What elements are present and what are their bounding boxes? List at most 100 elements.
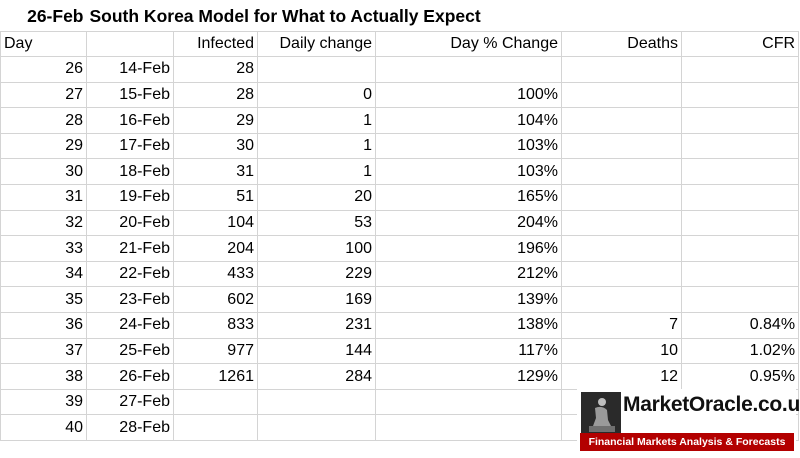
infected-cell[interactable] bbox=[173, 388, 258, 416]
daily-change-cell[interactable]: 1 bbox=[257, 132, 376, 160]
day-cell[interactable]: 28 bbox=[0, 107, 87, 134]
day-cell[interactable]: 33 bbox=[0, 235, 87, 262]
infected-cell[interactable]: 30 bbox=[173, 132, 258, 160]
day-cell[interactable]: 36 bbox=[0, 312, 87, 339]
day-cell[interactable]: 32 bbox=[0, 209, 87, 237]
header-infected[interactable]: Infected bbox=[173, 30, 258, 58]
date-cell[interactable]: 20-Feb bbox=[86, 209, 174, 237]
daily-change-cell[interactable]: 169 bbox=[257, 286, 376, 314]
date-cell[interactable]: 22-Feb bbox=[86, 260, 174, 288]
deaths-cell[interactable] bbox=[561, 132, 682, 160]
date-cell[interactable]: 28-Feb bbox=[86, 414, 174, 441]
date-cell[interactable]: 15-Feb bbox=[86, 81, 174, 109]
header-cfr[interactable]: CFR bbox=[680, 30, 800, 58]
day-pct-change-cell[interactable]: 117% bbox=[375, 337, 562, 365]
day-cell[interactable]: 38 bbox=[0, 363, 87, 390]
cfr-cell[interactable] bbox=[680, 132, 800, 160]
infected-cell[interactable]: 602 bbox=[173, 286, 258, 314]
date-cell[interactable]: 24-Feb bbox=[86, 312, 174, 339]
daily-change-cell[interactable]: 0 bbox=[257, 81, 376, 109]
day-cell[interactable]: 26 bbox=[0, 56, 87, 83]
deaths-cell[interactable]: 12 bbox=[561, 363, 682, 390]
day-cell[interactable]: 34 bbox=[0, 260, 87, 288]
deaths-cell[interactable] bbox=[561, 158, 682, 186]
cfr-cell[interactable] bbox=[680, 56, 800, 83]
date-cell[interactable]: 21-Feb bbox=[86, 235, 174, 262]
infected-cell[interactable]: 28 bbox=[173, 56, 258, 83]
date-cell[interactable]: 19-Feb bbox=[86, 184, 174, 211]
date-cell[interactable]: 14-Feb bbox=[86, 56, 174, 83]
header-date[interactable] bbox=[86, 30, 174, 58]
daily-change-cell[interactable]: 229 bbox=[257, 260, 376, 288]
infected-cell[interactable] bbox=[173, 414, 258, 441]
daily-change-cell[interactable]: 1 bbox=[257, 158, 376, 186]
infected-cell[interactable]: 31 bbox=[173, 158, 258, 186]
day-pct-change-cell[interactable]: 104% bbox=[375, 107, 562, 134]
deaths-cell[interactable] bbox=[561, 184, 682, 211]
day-pct-change-cell[interactable]: 138% bbox=[375, 312, 562, 339]
day-pct-change-cell[interactable]: 103% bbox=[375, 132, 562, 160]
cfr-cell[interactable]: 0.95% bbox=[680, 363, 800, 390]
cfr-cell[interactable] bbox=[680, 260, 800, 288]
day-cell[interactable]: 35 bbox=[0, 286, 87, 314]
day-pct-change-cell[interactable]: 212% bbox=[375, 260, 562, 288]
date-cell[interactable]: 27-Feb bbox=[86, 388, 174, 416]
day-cell[interactable]: 37 bbox=[0, 337, 87, 365]
deaths-cell[interactable] bbox=[561, 260, 682, 288]
date-cell[interactable]: 25-Feb bbox=[86, 337, 174, 365]
deaths-cell[interactable]: 7 bbox=[561, 312, 682, 339]
cfr-cell[interactable]: 0.84% bbox=[680, 312, 800, 339]
day-pct-change-cell[interactable]: 196% bbox=[375, 235, 562, 262]
day-pct-change-cell[interactable]: 129% bbox=[375, 363, 562, 390]
cfr-cell[interactable] bbox=[680, 286, 800, 314]
deaths-cell[interactable] bbox=[561, 235, 682, 262]
deaths-cell[interactable] bbox=[561, 209, 682, 237]
day-cell[interactable]: 40 bbox=[0, 414, 87, 441]
day-pct-change-cell[interactable]: 139% bbox=[375, 286, 562, 314]
title-text-cell[interactable]: South Korea Model for What to Actually E… bbox=[89, 6, 481, 27]
date-cell[interactable]: 18-Feb bbox=[86, 158, 174, 186]
deaths-cell[interactable] bbox=[561, 56, 682, 83]
cfr-cell[interactable] bbox=[680, 209, 800, 237]
date-cell[interactable]: 26-Feb bbox=[86, 363, 174, 390]
day-pct-change-cell[interactable]: 165% bbox=[375, 184, 562, 211]
title-date-cell[interactable]: 26-Feb bbox=[27, 6, 84, 27]
deaths-cell[interactable] bbox=[561, 81, 682, 109]
day-pct-change-cell[interactable]: 204% bbox=[375, 209, 562, 237]
date-cell[interactable]: 16-Feb bbox=[86, 107, 174, 134]
cfr-cell[interactable] bbox=[680, 81, 800, 109]
day-cell[interactable]: 31 bbox=[0, 184, 87, 211]
infected-cell[interactable]: 104 bbox=[173, 209, 258, 237]
day-pct-change-cell[interactable] bbox=[375, 56, 562, 83]
deaths-cell[interactable]: 10 bbox=[561, 337, 682, 365]
day-pct-change-cell[interactable] bbox=[375, 388, 562, 416]
header-daily-change[interactable]: Daily change bbox=[257, 30, 376, 58]
infected-cell[interactable]: 977 bbox=[173, 337, 258, 365]
infected-cell[interactable]: 1261 bbox=[173, 363, 258, 390]
deaths-cell[interactable] bbox=[561, 286, 682, 314]
cfr-cell[interactable] bbox=[680, 235, 800, 262]
infected-cell[interactable]: 29 bbox=[173, 107, 258, 134]
cfr-cell[interactable] bbox=[680, 107, 800, 134]
deaths-cell[interactable] bbox=[561, 107, 682, 134]
daily-change-cell[interactable]: 100 bbox=[257, 235, 376, 262]
infected-cell[interactable]: 51 bbox=[173, 184, 258, 211]
date-cell[interactable]: 17-Feb bbox=[86, 132, 174, 160]
day-cell[interactable]: 30 bbox=[0, 158, 87, 186]
day-cell[interactable]: 27 bbox=[0, 81, 87, 109]
infected-cell[interactable]: 28 bbox=[173, 81, 258, 109]
day-pct-change-cell[interactable]: 103% bbox=[375, 158, 562, 186]
day-cell[interactable]: 39 bbox=[0, 388, 87, 416]
day-pct-change-cell[interactable] bbox=[375, 414, 562, 441]
daily-change-cell[interactable] bbox=[257, 414, 376, 441]
cfr-cell[interactable] bbox=[680, 158, 800, 186]
date-cell[interactable]: 23-Feb bbox=[86, 286, 174, 314]
daily-change-cell[interactable]: 284 bbox=[257, 363, 376, 390]
header-deaths[interactable]: Deaths bbox=[561, 30, 682, 58]
daily-change-cell[interactable]: 231 bbox=[257, 312, 376, 339]
infected-cell[interactable]: 433 bbox=[173, 260, 258, 288]
infected-cell[interactable]: 204 bbox=[173, 235, 258, 262]
daily-change-cell[interactable]: 53 bbox=[257, 209, 376, 237]
header-day-pct-change[interactable]: Day % Change bbox=[375, 30, 562, 58]
daily-change-cell[interactable]: 144 bbox=[257, 337, 376, 365]
